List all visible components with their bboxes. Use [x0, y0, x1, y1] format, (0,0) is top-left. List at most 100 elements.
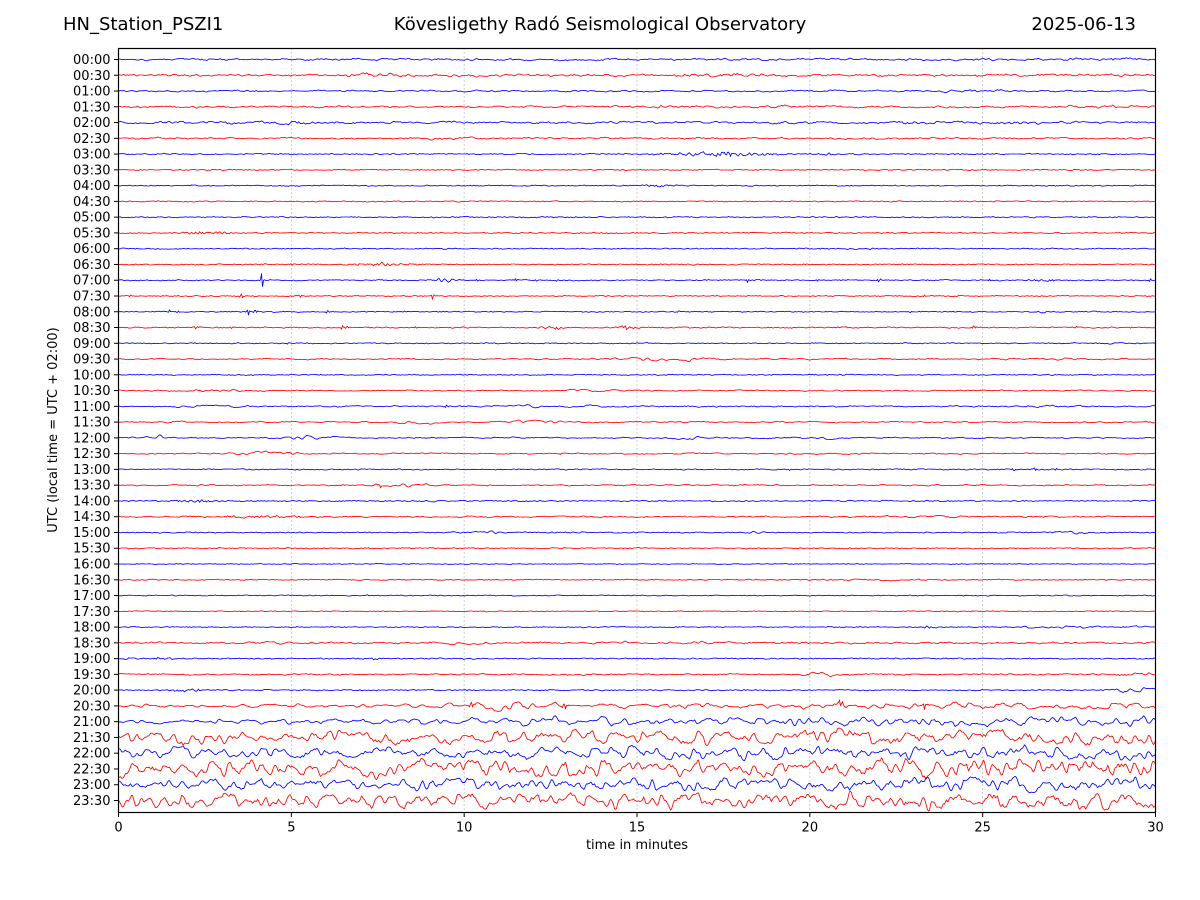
x-tick-label: 0: [114, 821, 122, 836]
trace-07:00: [118, 273, 1156, 287]
y-tick-label: 04:00: [73, 179, 110, 194]
y-tick-label: 08:00: [73, 305, 110, 320]
y-tick-label: 19:30: [73, 668, 110, 683]
y-tick-label: 14:00: [73, 494, 110, 509]
y-tick-label: 08:30: [73, 321, 110, 336]
x-tick-label: 15: [629, 821, 646, 836]
y-tick-label: 01:00: [73, 85, 110, 100]
y-tick-label: 07:00: [73, 274, 110, 289]
trace-layer: [118, 57, 1156, 812]
axis-ticks: 00:0000:3001:0001:3002:0002:3003:0003:30…: [73, 53, 1164, 836]
trace-16:30: [118, 578, 1156, 582]
trace-07:30: [118, 293, 1156, 300]
trace-18:30: [118, 640, 1156, 646]
trace-16:00: [118, 563, 1156, 565]
y-tick-label: 14:30: [73, 510, 110, 525]
trace-03:30: [118, 168, 1156, 172]
trace-10:30: [118, 388, 1156, 393]
trace-17:30: [118, 610, 1156, 613]
trace-06:00: [118, 247, 1156, 250]
y-tick-label: 20:00: [73, 684, 110, 699]
trace-11:30: [118, 419, 1156, 425]
y-tick-label: 11:30: [73, 416, 110, 431]
trace-08:30: [118, 325, 1156, 331]
y-tick-label: 22:00: [73, 747, 110, 762]
x-tick-label: 20: [802, 821, 819, 836]
y-tick-label: 07:30: [73, 289, 110, 304]
y-tick-label: 18:00: [73, 621, 110, 636]
y-tick-label: 17:00: [73, 589, 110, 604]
y-tick-label: 10:30: [73, 384, 110, 399]
trace-00:00: [118, 57, 1156, 62]
y-tick-label: 15:30: [73, 542, 110, 557]
trace-12:00: [118, 434, 1156, 440]
trace-19:30: [118, 671, 1156, 677]
trace-04:00: [118, 184, 1156, 188]
y-tick-label: 02:00: [73, 116, 110, 131]
trace-19:00: [118, 657, 1156, 661]
y-tick-label: 18:30: [73, 636, 110, 651]
y-tick-label: 09:00: [73, 337, 110, 352]
y-tick-label: 17:30: [73, 605, 110, 620]
x-tick-label: 10: [456, 821, 473, 836]
y-tick-label: 15:00: [73, 526, 110, 541]
gridlines: [290, 48, 984, 813]
trace-05:00: [118, 215, 1156, 219]
y-tick-label: 23:30: [73, 794, 110, 809]
trace-20:30: [118, 699, 1156, 712]
trace-05:30: [118, 231, 1156, 235]
y-tick-label: 19:00: [73, 652, 110, 667]
y-tick-label: 04:30: [73, 195, 110, 210]
trace-02:30: [118, 136, 1156, 141]
y-tick-label: 03:00: [73, 148, 110, 163]
date-title: 2025-06-13: [1031, 14, 1136, 35]
plot-frame: [117, 47, 1157, 814]
y-tick-label: 06:00: [73, 242, 110, 257]
y-tick-label: 09:30: [73, 353, 110, 368]
trace-06:30: [118, 261, 1156, 267]
trace-22:00: [118, 744, 1156, 762]
trace-13:00: [118, 467, 1156, 472]
trace-15:30: [118, 546, 1156, 550]
x-tick-label: 25: [974, 821, 991, 836]
y-tick-label: 23:00: [73, 778, 110, 793]
y-tick-label: 21:30: [73, 731, 110, 746]
y-tick-label: 00:30: [73, 69, 110, 84]
y-tick-label: 16:30: [73, 573, 110, 588]
trace-11:00: [118, 404, 1156, 409]
trace-20:00: [118, 687, 1156, 693]
trace-15:00: [118, 530, 1156, 535]
trace-01:00: [118, 89, 1156, 94]
trace-02:00: [118, 120, 1156, 126]
trace-23:00: [118, 776, 1156, 794]
y-tick-label: 12:30: [73, 447, 110, 462]
trace-10:00: [118, 373, 1156, 376]
trace-04:30: [118, 200, 1156, 203]
x-tick-label: 30: [1147, 821, 1164, 836]
trace-21:00: [118, 715, 1156, 728]
y-tick-label: 22:30: [73, 762, 110, 777]
y-tick-label: 12:00: [73, 431, 110, 446]
y-axis-label: UTC (local time = UTC + 02:00): [46, 327, 61, 532]
trace-12:30: [118, 450, 1156, 456]
trace-01:30: [118, 104, 1156, 109]
trace-09:30: [118, 356, 1156, 363]
y-tick-label: 21:00: [73, 715, 110, 730]
trace-00:30: [118, 72, 1156, 78]
trace-14:30: [118, 514, 1156, 519]
y-tick-label: 20:30: [73, 699, 110, 714]
station-title: HN_Station_PSZI1: [63, 14, 224, 35]
trace-08:00: [118, 309, 1156, 316]
observatory-title: Kövesligethy Radó Seismological Observat…: [393, 14, 807, 35]
trace-09:00: [118, 342, 1156, 345]
trace-17:00: [118, 594, 1156, 597]
y-tick-label: 10:00: [73, 368, 110, 383]
trace-03:00: [118, 151, 1156, 157]
y-tick-label: 16:00: [73, 558, 110, 573]
y-tick-label: 05:00: [73, 211, 110, 226]
trace-13:30: [118, 483, 1156, 489]
y-tick-label: 13:30: [73, 479, 110, 494]
y-tick-label: 03:30: [73, 163, 110, 178]
